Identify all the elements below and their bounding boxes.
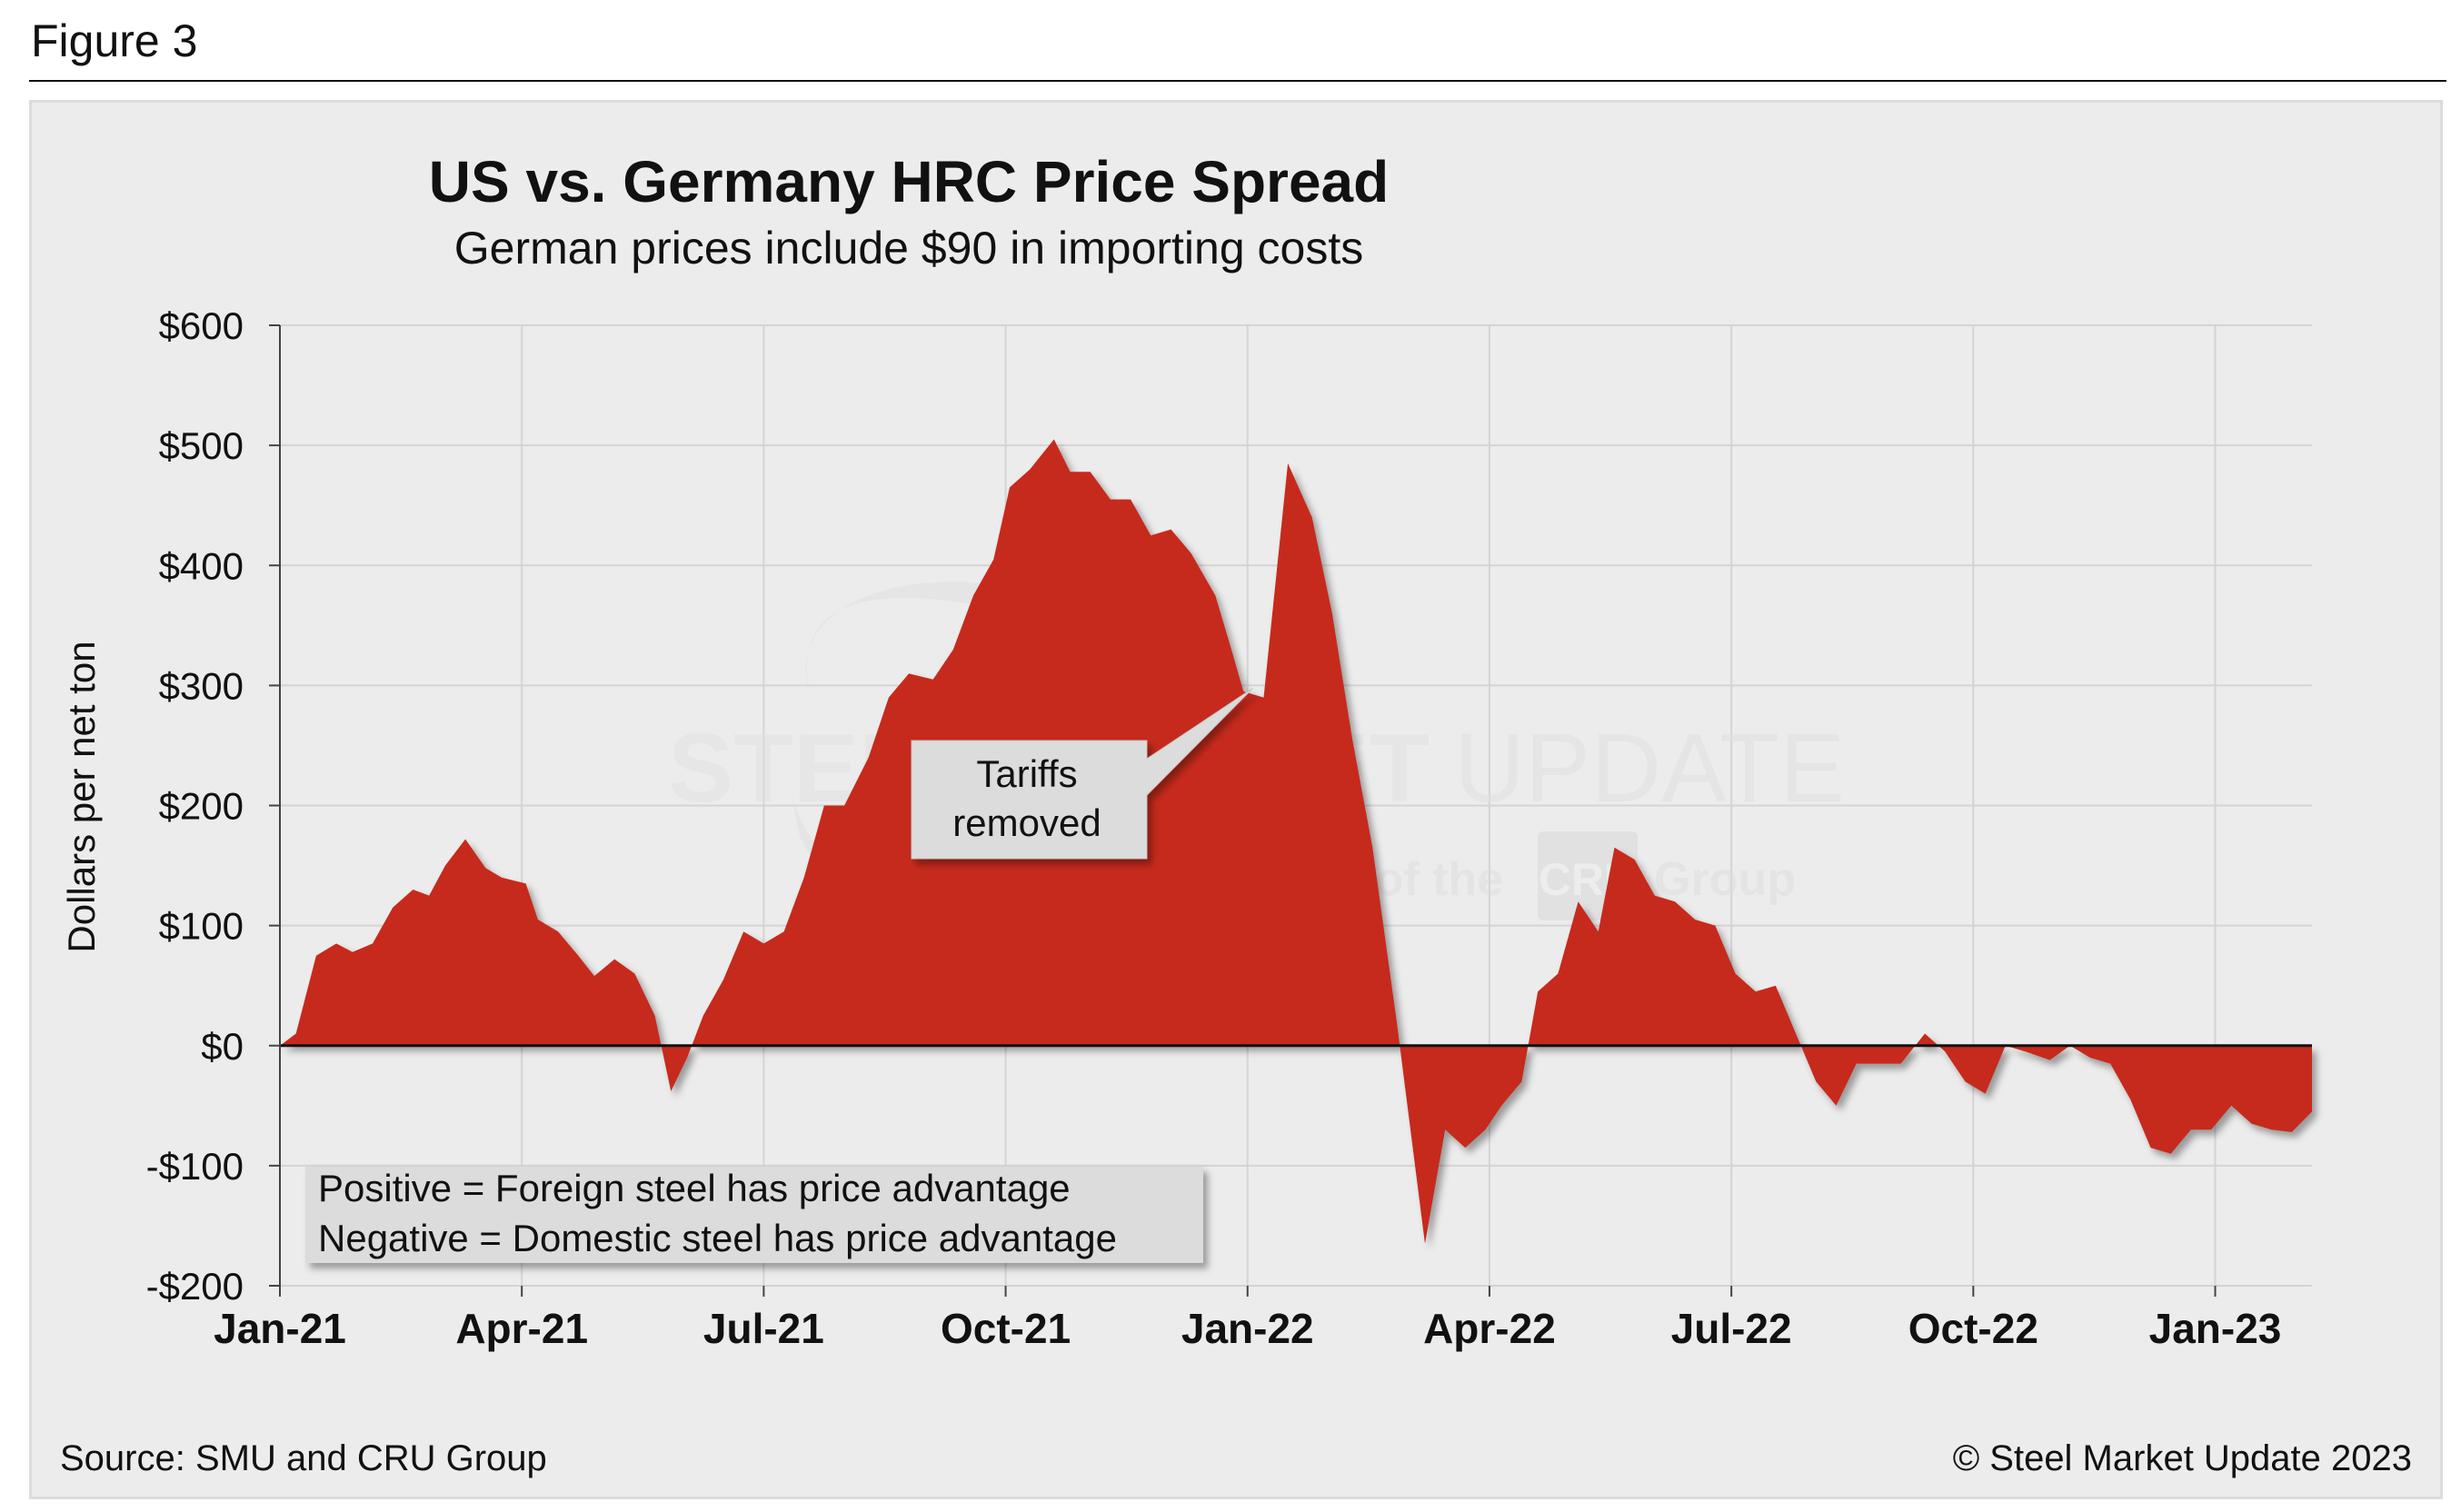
y-tick-label: -$200	[146, 1265, 244, 1308]
x-tick-label: Oct-22	[1908, 1305, 2038, 1352]
y-tick-label: $400	[159, 544, 244, 587]
x-tick-label: Jul-22	[1671, 1305, 1792, 1352]
y-tick-label: $100	[159, 905, 244, 948]
copyright-note: © Steel Market Update 2023	[1953, 1438, 2412, 1478]
y-tick-label: $0	[201, 1025, 244, 1068]
y-tick-label: $600	[159, 304, 244, 347]
legend-box	[305, 1167, 1203, 1263]
callout-line-2: removed	[952, 801, 1101, 844]
watermark-tagline-post: Group	[1654, 853, 1796, 906]
x-tick-label: Apr-22	[1423, 1305, 1556, 1352]
x-tick-label: Jan-21	[214, 1305, 346, 1352]
x-tick-label: Apr-21	[455, 1305, 588, 1352]
y-tick-label: $300	[159, 664, 244, 707]
x-tick-label: Oct-21	[941, 1305, 1071, 1352]
legend-line-1: Positive = Foreign steel has price advan…	[318, 1167, 1071, 1209]
spread-area	[280, 439, 2312, 1244]
figure-divider	[29, 80, 2446, 82]
callout-bubble	[911, 688, 1253, 860]
y-axis-label: Dollars per net ton	[60, 641, 103, 952]
legend-line-2: Negative = Domestic steel has price adva…	[318, 1217, 1117, 1259]
source-note: Source: SMU and CRU Group	[60, 1438, 547, 1478]
figure-label: Figure 3	[31, 15, 198, 66]
tariffs-callout	[911, 688, 1253, 860]
watermark-brand-light: UPDATE	[1454, 712, 1845, 822]
y-tick-label: $200	[159, 785, 244, 828]
chart-subtitle: German prices include $90 in importing c…	[454, 223, 1363, 274]
x-tick-label: Jan-23	[2149, 1305, 2282, 1352]
y-tick-label: $500	[159, 424, 244, 467]
callout-line-1: Tariffs	[976, 752, 1077, 795]
y-tick-label: -$100	[146, 1145, 244, 1188]
x-axis-ticks: Jan-21 Apr-21 Jul-21 Oct-21 Jan-22 Apr-22 Jul-…	[214, 1286, 2281, 1352]
x-tick-label: Jul-21	[703, 1305, 824, 1352]
x-tick-label: Jan-22	[1181, 1305, 1314, 1352]
chart-title: US vs. Germany HRC Price Spread	[429, 149, 1389, 214]
y-axis-ticks: -$200 -$100 $0 $100 $200 $300 $400 $500 $600	[146, 304, 280, 1308]
